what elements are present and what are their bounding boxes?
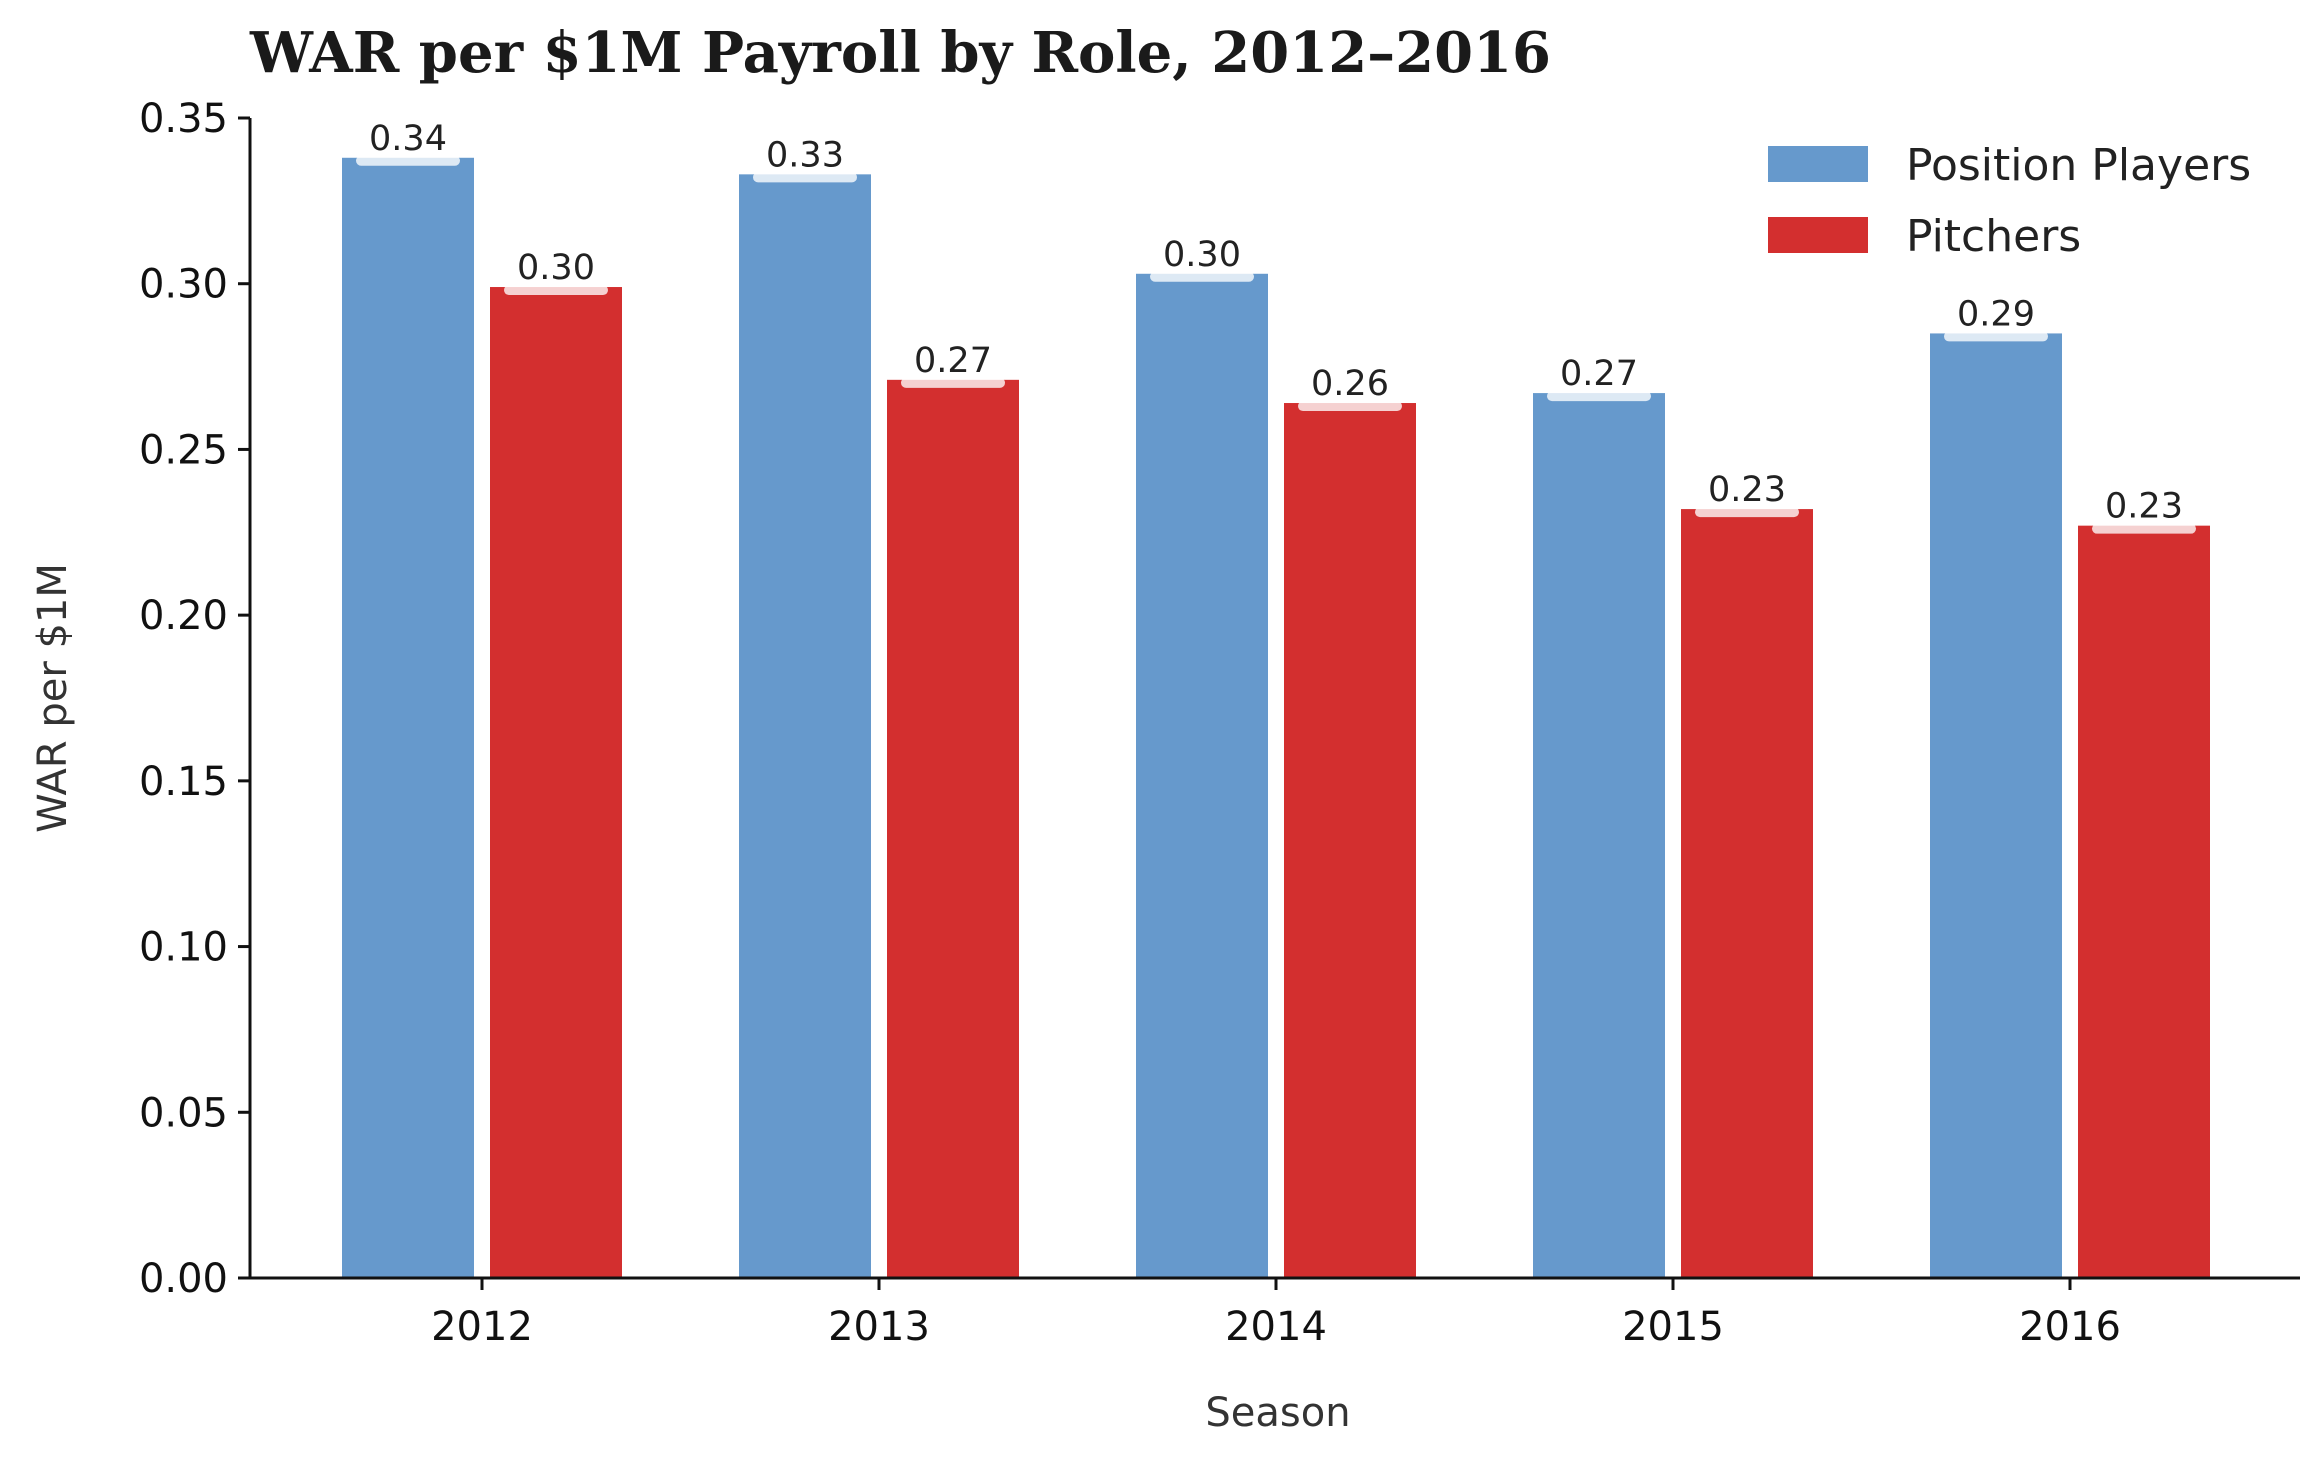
- bar-highlight-pitchers-2016: [2092, 523, 2196, 534]
- bar-highlight-pitchers-2015: [1695, 507, 1799, 518]
- bar-position-players-2016: [1930, 333, 2062, 1278]
- y-tick-label-0.30: 0.30: [139, 262, 228, 308]
- data-label-pitchers-2015: 0.23: [1708, 470, 1786, 510]
- data-label-pitchers-2016: 0.23: [2105, 487, 2183, 527]
- bar-pitchers-2015: [1681, 509, 1813, 1279]
- chart-title: WAR per $1M Payroll by Role, 2012–2016: [249, 20, 1551, 86]
- x-tick-label-2012: 2012: [431, 1304, 533, 1350]
- x-tick-label-2015: 2015: [1622, 1304, 1724, 1350]
- legend-label-pitchers: Pitchers: [1906, 211, 2081, 262]
- bar-highlight-pitchers-2014: [1298, 401, 1402, 412]
- data-label-pitchers-2014: 0.26: [1311, 364, 1389, 404]
- data-label-position-players-2015: 0.27: [1560, 354, 1638, 394]
- bars-layer: [342, 155, 2210, 1279]
- bar-pitchers-2013: [887, 379, 1019, 1278]
- y-tick-label-0.35: 0.35: [139, 96, 228, 142]
- data-label-pitchers-2012: 0.30: [517, 248, 595, 288]
- bar-highlight-pitchers-2013: [901, 377, 1005, 388]
- data-label-position-players-2013: 0.33: [766, 135, 844, 175]
- y-axis-title: WAR per $1M: [30, 563, 76, 833]
- data-label-position-players-2012: 0.34: [369, 119, 447, 159]
- bar-highlight-position-players-2016: [1944, 331, 2048, 342]
- y-tick-label-0.00: 0.00: [139, 1256, 228, 1302]
- data-labels: 0.34 0.30 0.33 0.27 0.30 0.26 0.27 0.23 0.29 0.23: [369, 119, 2183, 527]
- bar-position-players-2015: [1533, 393, 1665, 1279]
- bar-position-players-2014: [1136, 273, 1268, 1278]
- y-tick-label-0.15: 0.15: [139, 759, 228, 805]
- data-label-position-players-2016: 0.29: [1957, 294, 2035, 334]
- bar-pitchers-2016: [2078, 525, 2210, 1278]
- legend: Position Players Pitchers: [1768, 140, 2251, 262]
- bar-pitchers-2014: [1284, 403, 1416, 1278]
- bar-highlight-position-players-2014: [1150, 271, 1254, 282]
- bar-highlight-position-players-2015: [1547, 391, 1651, 402]
- x-tick-label-2016: 2016: [2019, 1304, 2121, 1350]
- y-tick-label-0.05: 0.05: [139, 1090, 228, 1136]
- legend-label-position-players: Position Players: [1906, 140, 2251, 191]
- axes: 2012 2013 2014 2015 2016 0.00 0.05 0.10 0.15 0.20…: [139, 96, 2300, 1350]
- legend-swatch-position-players: [1768, 146, 1868, 182]
- bar-position-players-2013: [739, 174, 871, 1278]
- y-tick-label-0.10: 0.10: [139, 925, 228, 971]
- data-label-position-players-2014: 0.30: [1163, 235, 1241, 275]
- bar-pitchers-2012: [490, 287, 622, 1278]
- x-axis-title: Season: [1205, 1390, 1350, 1436]
- legend-swatch-pitchers: [1768, 217, 1868, 253]
- bar-highlight-position-players-2012: [356, 155, 460, 166]
- bar-highlight-pitchers-2012: [504, 285, 608, 296]
- x-tick-label-2014: 2014: [1225, 1304, 1327, 1350]
- y-tick-label-0.20: 0.20: [139, 593, 228, 639]
- y-tick-label-0.25: 0.25: [139, 427, 228, 473]
- bar-highlight-position-players-2013: [753, 172, 857, 183]
- data-label-pitchers-2013: 0.27: [914, 341, 992, 381]
- bar-position-players-2012: [342, 157, 474, 1278]
- x-tick-label-2013: 2013: [828, 1304, 930, 1350]
